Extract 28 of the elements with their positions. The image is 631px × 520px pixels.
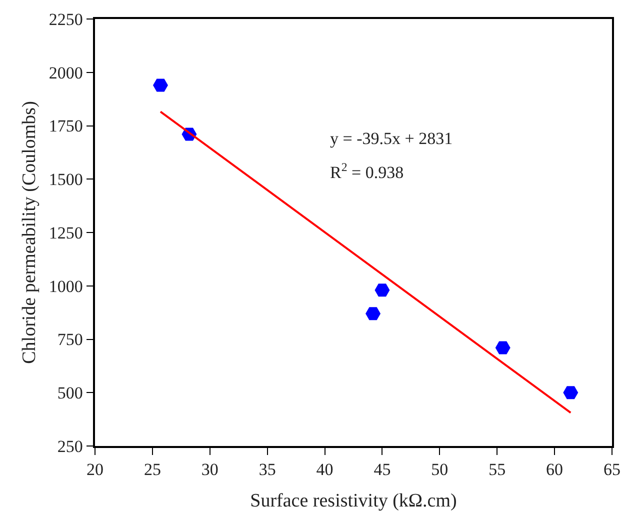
x-tick-label: 60 [546,460,564,480]
y-tick-label: 250 [57,436,83,456]
y-tick-label: 2000 [48,63,83,82]
y-tick-label: 1750 [48,116,83,136]
x-tick-label: 25 [144,460,161,480]
point [495,341,510,354]
x-tick-label: 35 [258,460,276,480]
point [152,78,168,92]
x-tick-label: 45 [374,460,391,480]
x-axis-title: Surface resistivity (kΩ.cm) [250,490,457,512]
point [366,307,381,320]
point [563,386,578,400]
x-tick-label: 20 [86,460,104,480]
x-tick-label: 50 [431,460,448,480]
y-tick-label: 1250 [48,223,83,242]
y-tick-label: 750 [57,330,83,350]
x-tick-label: 55 [488,460,506,480]
point [374,284,390,297]
x-tick-label: 40 [316,460,334,480]
y-tick-label: 500 [57,384,83,403]
annotation: y = -39.5x + 2831 [330,129,453,148]
x-tick-label: 65 [604,460,620,480]
y-tick-label: 1500 [48,170,83,190]
x-tick-label: 30 [201,460,218,480]
y-tick-label: 2250 [48,10,83,29]
y-tick-label: 1000 [48,276,83,296]
annotation: R$^{2}$ = 0.938 [330,160,404,182]
y-axis-title: Chloride permeability (Coulombs) [19,101,40,364]
